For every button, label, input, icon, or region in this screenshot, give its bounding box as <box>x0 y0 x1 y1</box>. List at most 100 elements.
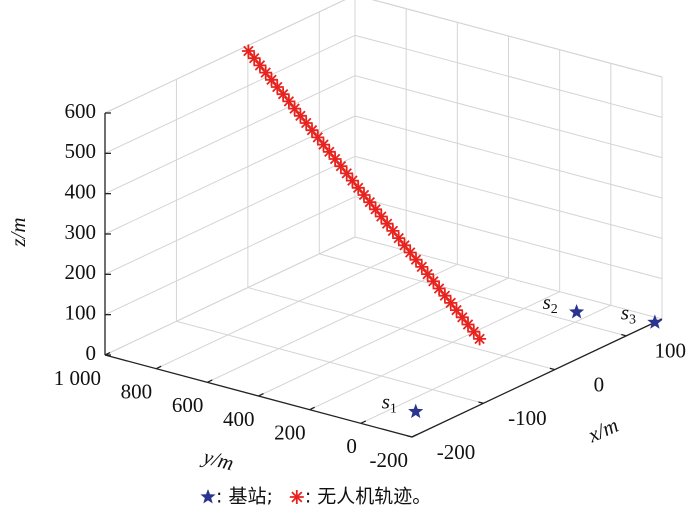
tick-mark <box>549 367 556 371</box>
trajectory-marker <box>288 102 302 116</box>
grid-line <box>104 0 346 114</box>
trajectory-marker <box>351 181 365 195</box>
grid: 0 100 200 300 400 500 600 -200 0 200 400 600 800 1 00… <box>54 0 686 472</box>
tick-mark <box>155 365 162 370</box>
station-marker <box>569 304 585 319</box>
y-tick-label: 800 <box>121 379 153 403</box>
trajectory-marker <box>386 224 400 238</box>
trajectory-marker <box>392 231 406 245</box>
legend-marker <box>289 490 304 504</box>
trajectory-marker <box>432 282 446 295</box>
y-tick-label: 600 <box>172 393 204 417</box>
trajectory-marker <box>293 109 307 123</box>
trajectory-marker <box>322 145 336 159</box>
plot-area: s1 s2 s3 <box>241 44 663 419</box>
trajectory-marker <box>253 58 267 72</box>
trajectory-marker <box>265 73 278 87</box>
trajectory-marker <box>444 296 458 310</box>
trajectory-marker <box>270 80 284 94</box>
trajectory-marker <box>455 310 469 324</box>
legend-label: : 无人机轨迹。 <box>305 486 431 508</box>
tick-mark <box>258 393 264 397</box>
trajectory-marker <box>473 332 487 346</box>
trajectory-marker <box>374 210 388 223</box>
z-tick-label: 200 <box>65 260 97 284</box>
x-tick-label: -200 <box>437 440 476 464</box>
grid-line <box>104 115 356 235</box>
trajectory-marker <box>299 116 313 130</box>
x-tick-label: 0 <box>594 372 605 396</box>
grid-line <box>309 291 560 411</box>
trajectory-marker <box>334 159 348 173</box>
legend-label: : 基站; <box>216 486 273 508</box>
legend: : 基站; : 无人机轨迹。 <box>200 486 431 508</box>
station-label: s2 <box>543 290 558 317</box>
tick-mark <box>360 420 367 424</box>
legend-marker <box>200 489 216 504</box>
tick-mark <box>478 401 484 404</box>
z-tick-label: 500 <box>65 139 97 163</box>
grid-line <box>360 304 612 424</box>
trajectory-marker <box>311 130 325 144</box>
y-tick-label: 200 <box>274 420 306 444</box>
tick-mark <box>406 435 413 438</box>
z-tick-label: 0 <box>86 341 97 365</box>
trajectory-marker <box>450 303 463 317</box>
grid-line <box>104 196 356 316</box>
y-tick-label: 0 <box>346 434 357 458</box>
station-label: s1 <box>382 389 397 416</box>
grid-line <box>258 277 509 397</box>
grid-line <box>104 75 356 195</box>
z-axis-label: z/m <box>6 217 30 247</box>
trajectory-marker <box>426 274 440 288</box>
y-tick-label: -200 <box>370 448 409 472</box>
x-tick-label: -100 <box>508 406 547 430</box>
grid-line <box>104 155 356 275</box>
grid-line <box>155 250 407 370</box>
x-tick-label: 100 <box>655 339 687 363</box>
trajectory-marker <box>241 44 255 58</box>
y-tick-label: 1 000 <box>54 366 101 390</box>
box-edge <box>371 0 663 78</box>
trajectory-marker <box>363 195 377 209</box>
trajectory-marker <box>345 174 359 188</box>
trajectory-marker <box>317 138 330 152</box>
trajectory-marker <box>415 260 429 274</box>
trajectory-marker <box>380 217 394 231</box>
station-marker <box>647 314 663 329</box>
trajectory-marker <box>357 188 371 202</box>
trajectory-marker <box>282 94 296 108</box>
trajectory-marker <box>305 123 319 137</box>
z-tick-label: 300 <box>65 220 97 244</box>
trajectory-marker <box>409 253 423 267</box>
z-tick-label: 400 <box>65 179 97 203</box>
grid-line <box>104 236 356 356</box>
trajectory-marker <box>461 318 475 331</box>
grid-line <box>207 263 458 383</box>
trajectory-marker <box>259 66 273 80</box>
trajectory-marker <box>403 246 417 259</box>
trajectory-marker <box>340 166 354 180</box>
trajectory-marker <box>247 51 261 65</box>
tick-mark <box>207 379 213 383</box>
z-tick-label: 100 <box>65 300 97 324</box>
trajectory-marker <box>369 202 383 216</box>
trajectory-marker <box>398 238 411 252</box>
station-marker <box>408 403 424 419</box>
station-label: s3 <box>621 300 636 327</box>
tick-mark <box>309 406 315 411</box>
trajectory-marker <box>421 267 435 281</box>
z-tick-label: 600 <box>65 99 97 123</box>
tick-mark <box>104 352 111 356</box>
y-axis-label: y/m <box>199 444 236 476</box>
grid-line <box>104 34 356 154</box>
box-edge <box>104 0 346 114</box>
tick-mark <box>411 434 418 438</box>
trajectory-marker <box>467 325 481 339</box>
x-axis-label: x/m <box>583 413 621 448</box>
trajectory-marker <box>276 87 290 101</box>
tick-mark <box>621 333 627 337</box>
y-tick-label: 400 <box>223 407 255 431</box>
x-axis <box>411 318 663 438</box>
